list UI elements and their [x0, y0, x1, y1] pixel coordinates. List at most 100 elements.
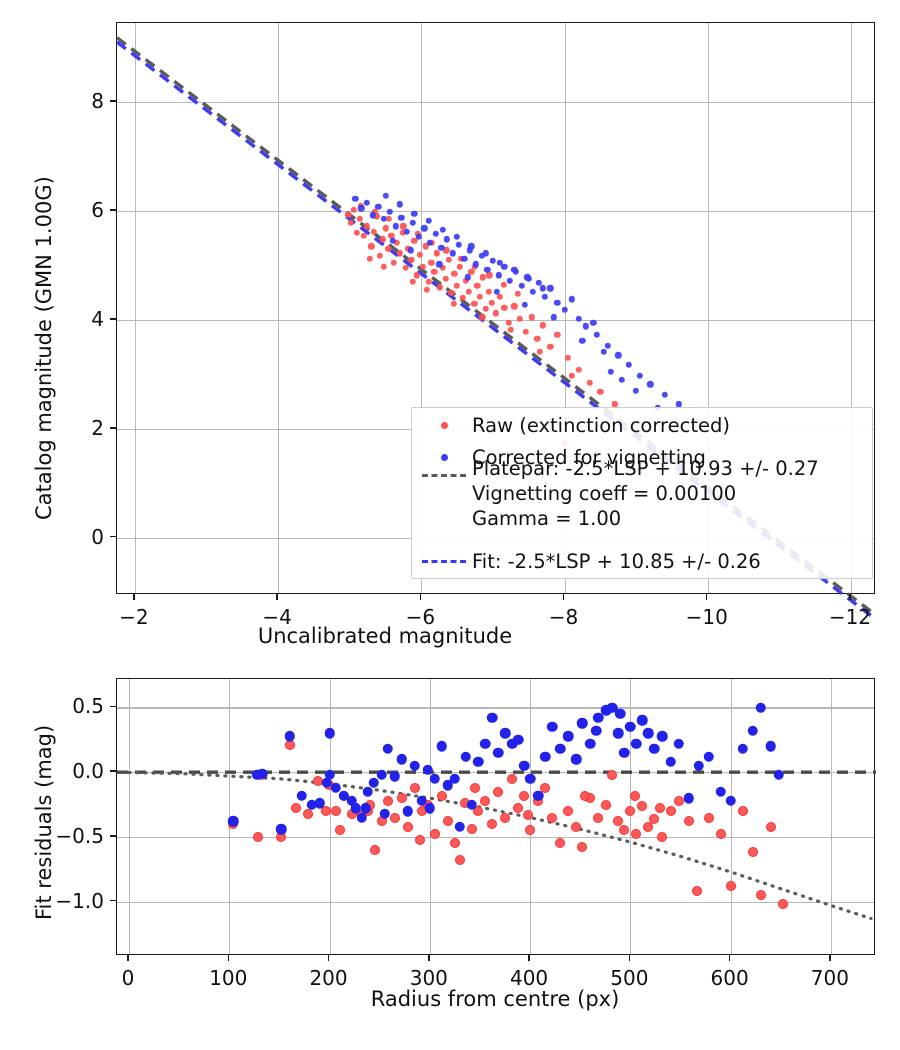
legend-entry-raw: Raw (extinction corrected)	[416, 414, 730, 437]
xaxis-tick	[127, 955, 129, 961]
scatter-point	[525, 275, 532, 283]
scatter-point	[386, 208, 393, 216]
yaxis-tick-label: −0.5	[55, 823, 104, 848]
xaxis-tick-label: 200	[309, 966, 348, 990]
scatter-point	[649, 743, 660, 755]
scatter-point	[454, 821, 466, 832]
scatter-point	[755, 890, 766, 901]
legend-entry-fit: Fit: -2.5*LSP + 10.85 +/- 0.26	[416, 550, 761, 573]
scatter-point	[539, 322, 547, 329]
gridline-horizontal	[117, 901, 874, 903]
scatter-point	[500, 812, 510, 823]
scatter-point	[601, 704, 612, 716]
scatter-point	[524, 773, 536, 784]
scatter-point	[737, 743, 748, 755]
scatter-point	[330, 782, 341, 793]
legend-label-platepar-line2: Vignetting coeff = 0.00100	[472, 482, 737, 505]
scatter-point	[413, 271, 421, 279]
scatter-point	[577, 842, 588, 853]
scatter-point	[483, 266, 491, 273]
xaxis-tick	[428, 955, 430, 961]
scatter-point	[619, 747, 630, 759]
scatter-point	[501, 304, 508, 312]
scatter-point	[257, 768, 268, 779]
fit-residuals-panel: 0 100 200 300 400 500 600 700 0.5 0.0 −0.5 −1.0	[55, 678, 876, 990]
scatter-point	[555, 838, 566, 849]
scatter-point	[532, 790, 544, 801]
scatter-point	[403, 228, 411, 235]
scatter-point	[435, 261, 443, 268]
legend-box[interactable]: Raw (extinction corrected) Corrected for…	[411, 407, 873, 579]
scatter-point	[777, 899, 788, 910]
scatter-point	[465, 288, 472, 295]
scatter-point	[683, 792, 694, 804]
scatter-point	[449, 838, 460, 849]
scatter-point	[593, 331, 600, 339]
yaxis-tick-label: 0.5	[72, 694, 104, 719]
scatter-point	[643, 728, 654, 739]
scatter-point	[382, 192, 389, 199]
scatter-point	[409, 278, 416, 285]
scatter-point	[539, 751, 551, 762]
scatter-point	[488, 299, 495, 306]
scatter-point	[546, 285, 554, 292]
scatter-point	[469, 782, 480, 793]
scatter-point	[347, 219, 355, 227]
scatter-point	[575, 315, 582, 322]
yaxis-tick	[110, 318, 116, 320]
scatter-point	[330, 806, 341, 816]
scatter-point	[422, 243, 429, 250]
scatter-point	[356, 812, 367, 823]
yaxis-tick-label: −1.0	[55, 888, 104, 913]
gridline-vertical	[830, 679, 832, 954]
scatter-point	[438, 244, 445, 252]
scatter-point	[519, 790, 530, 801]
xaxis-tick-label: −2	[119, 605, 149, 629]
yaxis-tick	[110, 835, 116, 837]
scatter-point	[632, 387, 640, 394]
scatter-point	[396, 250, 403, 257]
scatter-point	[507, 326, 514, 333]
fit-line	[127, 770, 873, 921]
scatter-point	[468, 243, 475, 250]
gridline-vertical	[850, 23, 853, 593]
scatter-point	[357, 204, 365, 212]
scatter-point	[466, 246, 474, 254]
scatter-point	[611, 401, 618, 408]
yaxis-tick-label: 0	[91, 524, 104, 549]
xaxis-tick	[276, 594, 278, 600]
scatter-point	[691, 886, 702, 897]
scatter-point	[433, 250, 441, 257]
scatter-point	[492, 310, 499, 317]
scatter-point	[429, 773, 441, 784]
scatter-point	[715, 786, 726, 797]
scatter-point	[665, 806, 676, 816]
scatter-point	[396, 754, 408, 765]
scatter-point	[350, 206, 358, 214]
legend-marker-raw-icon	[416, 422, 472, 429]
scatter-point	[496, 259, 504, 266]
scatter-point	[454, 855, 465, 866]
scatter-point	[429, 829, 440, 840]
scatter-point	[366, 255, 373, 263]
scatter-point	[455, 241, 462, 248]
scatter-point	[505, 319, 512, 326]
scatter-point	[657, 831, 668, 842]
scatter-point	[370, 228, 378, 235]
scatter-point	[416, 795, 428, 806]
scatter-point	[675, 401, 683, 408]
scatter-point	[396, 793, 407, 804]
scatter-point	[296, 790, 307, 801]
scatter-point	[462, 277, 469, 284]
scatter-point	[725, 881, 736, 892]
scatter-point	[451, 270, 458, 277]
scatter-point	[615, 708, 626, 720]
scatter-point	[353, 229, 361, 236]
scatter-point	[367, 243, 375, 250]
scatter-point	[346, 795, 357, 806]
scatter-point	[382, 743, 393, 755]
scatter-point	[637, 715, 648, 726]
xaxis-tick	[849, 594, 851, 600]
yaxis-tick	[110, 427, 116, 429]
scatter-point	[352, 195, 359, 203]
